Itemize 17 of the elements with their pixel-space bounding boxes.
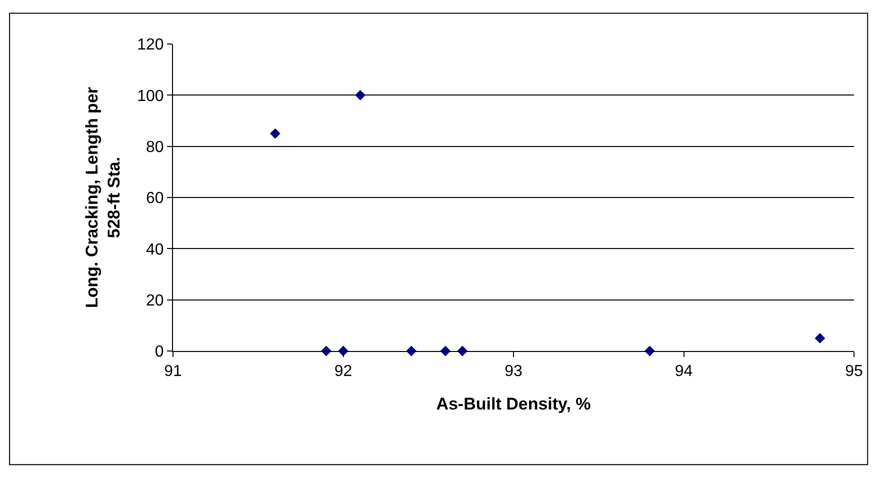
x-tick-label: 95 (845, 363, 863, 380)
y-tick-label: 120 (137, 36, 164, 54)
point (355, 90, 366, 100)
y-tick-label: 80 (146, 138, 164, 156)
y-tick-label: 40 (146, 241, 164, 258)
y-tick-label: 20 (146, 292, 164, 310)
x-tick-label: 94 (674, 363, 693, 380)
y-tick-label: 60 (146, 190, 164, 208)
point (270, 128, 280, 139)
y-tick-label: 100 (137, 88, 164, 105)
y-tick-label: 0 (154, 344, 164, 361)
x-tick-label: 93 (504, 363, 522, 380)
x-tick-label: 92 (334, 363, 352, 380)
point (814, 333, 826, 344)
y-axis-title: Long. Cracking, Length per 528-ft Sta. (82, 86, 124, 308)
x-tick-label: 91 (164, 363, 182, 380)
x-axis-title: As-Built Density, % (436, 394, 591, 414)
